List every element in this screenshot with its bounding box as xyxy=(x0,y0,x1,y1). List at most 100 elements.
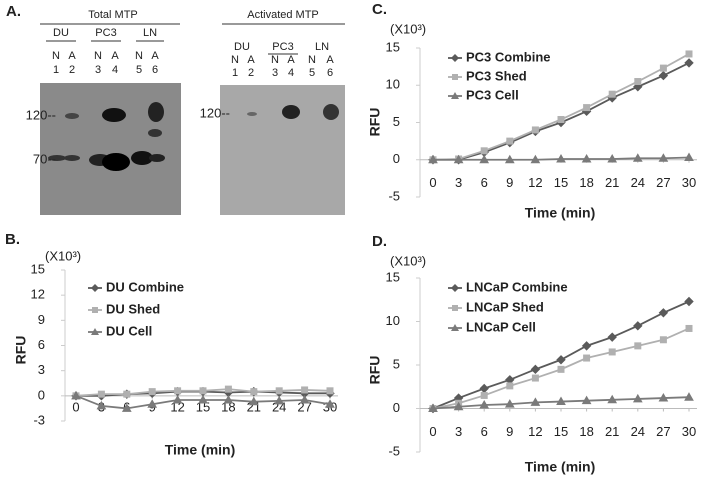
point xyxy=(199,387,207,395)
band xyxy=(282,105,300,119)
point xyxy=(633,321,643,331)
x-tick-label: 0 xyxy=(72,399,79,414)
legend-marker xyxy=(452,74,458,80)
group-label: LN xyxy=(315,41,329,53)
marker-label: 120-- xyxy=(200,105,230,120)
band xyxy=(149,154,165,162)
scale-label: (X10³) xyxy=(45,248,81,263)
point xyxy=(147,399,158,408)
legend-marker xyxy=(452,305,458,311)
x-tick-label: 15 xyxy=(554,424,568,439)
blot xyxy=(40,83,181,215)
lane-label: A xyxy=(247,54,255,66)
lane-label: A xyxy=(68,50,76,62)
y-tick-label: 10 xyxy=(386,313,400,328)
legend-marker xyxy=(451,54,459,62)
lane-label: A xyxy=(326,54,334,66)
lane-number: 3 xyxy=(272,67,278,79)
x-tick-label: 24 xyxy=(631,175,645,190)
lane-label: N xyxy=(231,54,239,66)
panel-label: D. xyxy=(372,233,387,250)
point xyxy=(608,348,616,356)
y-tick-label: -5 xyxy=(388,188,400,203)
x-tick-label: 12 xyxy=(528,175,542,190)
point xyxy=(581,153,592,163)
point xyxy=(428,154,438,164)
lane-number: 6 xyxy=(152,64,158,76)
point xyxy=(97,390,105,398)
point xyxy=(479,154,490,164)
legend-icon xyxy=(452,74,458,80)
y-tick-label: 6 xyxy=(38,337,45,352)
point xyxy=(148,388,156,396)
panel-label: A. xyxy=(6,3,21,20)
marker-label: 70-- xyxy=(33,151,56,166)
point xyxy=(223,395,234,404)
legend-label: DU Combine xyxy=(106,279,184,294)
legend-marker xyxy=(451,92,459,99)
point xyxy=(248,396,259,406)
point xyxy=(583,354,591,362)
legend-icon xyxy=(91,328,99,335)
point xyxy=(658,393,669,402)
lane-label: N xyxy=(94,50,102,62)
point xyxy=(453,401,464,411)
point xyxy=(556,396,566,406)
point xyxy=(299,395,310,404)
lane-number: 4 xyxy=(112,64,118,76)
band xyxy=(102,153,130,171)
y-tick-label: 3 xyxy=(38,362,45,377)
point xyxy=(428,403,438,412)
legend-icon xyxy=(92,307,98,313)
point xyxy=(531,126,539,134)
legend-icon xyxy=(91,284,99,292)
legend-label: DU Shed xyxy=(106,301,160,316)
legend-label: LNCaP Shed xyxy=(466,299,544,314)
x-tick-label: 21 xyxy=(605,424,619,439)
y-tick-label: 15 xyxy=(386,39,400,54)
point xyxy=(506,137,514,145)
y-tick-label: 5 xyxy=(393,114,400,129)
legend-marker xyxy=(91,284,99,292)
point xyxy=(684,152,694,162)
point xyxy=(557,365,565,373)
x-tick-label: 3 xyxy=(455,424,462,439)
lane-label: A xyxy=(287,54,295,66)
point xyxy=(504,154,515,164)
band xyxy=(247,112,257,116)
band xyxy=(323,104,339,120)
lanes: N A N A N A1 2 3 4 5 6 xyxy=(52,50,159,76)
point xyxy=(531,374,539,382)
point xyxy=(326,387,334,395)
lane-label: N xyxy=(271,54,279,66)
point xyxy=(557,116,565,124)
point xyxy=(301,386,309,394)
point xyxy=(480,147,488,155)
point xyxy=(174,387,182,395)
y-tick-label: 5 xyxy=(393,356,400,371)
point xyxy=(685,324,693,332)
y-tick-label: 12 xyxy=(31,287,45,302)
point xyxy=(658,308,669,318)
point xyxy=(224,385,232,393)
panel-label: C. xyxy=(372,1,387,18)
blot-title: Total MTP xyxy=(88,9,138,21)
scale-label: (X10³) xyxy=(390,21,426,36)
x-tick-label: 9 xyxy=(506,424,513,439)
group-label: DU xyxy=(53,27,69,39)
y-axis-label: RFU xyxy=(367,108,383,137)
point xyxy=(684,392,694,401)
lane-label: A xyxy=(111,50,119,62)
band xyxy=(148,129,162,137)
point xyxy=(325,399,335,408)
blot-title: Activated MTP xyxy=(247,9,319,21)
point xyxy=(96,400,107,410)
point xyxy=(530,364,541,375)
point xyxy=(608,90,616,98)
point xyxy=(583,104,591,112)
point xyxy=(121,403,132,412)
point xyxy=(607,332,617,342)
point xyxy=(607,153,618,163)
marker-label: 120-- xyxy=(26,107,56,122)
